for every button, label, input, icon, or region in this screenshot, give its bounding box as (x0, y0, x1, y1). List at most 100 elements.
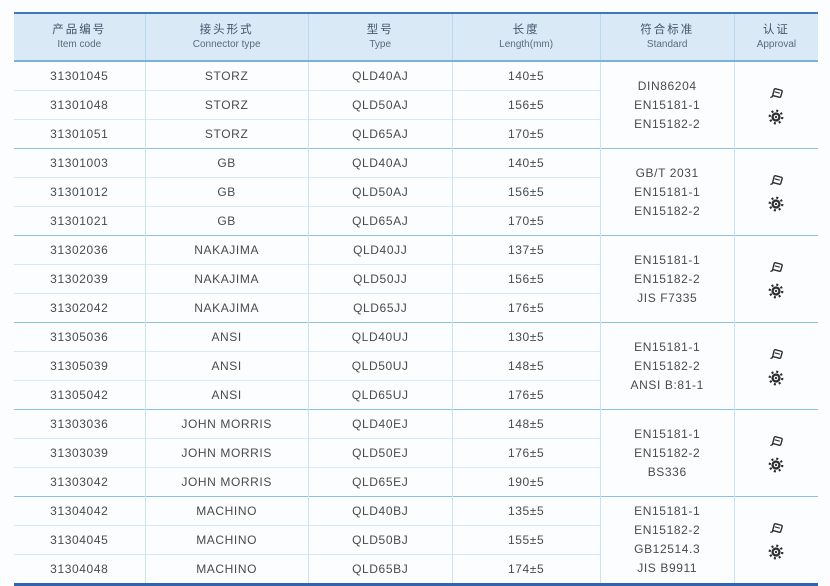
gear-badge-icon (768, 196, 784, 212)
standard-cell: EN15181-1 EN15182-2 JIS F7335 (599, 235, 735, 323)
item-code-cell: 31303042 (50, 475, 109, 489)
length-cell: 156±5 (451, 177, 601, 207)
standard-line: EN15181-1 (634, 339, 701, 354)
length-cell: 130±5 (451, 322, 601, 352)
connector-type-cell: GB (144, 206, 309, 236)
type-cell: QLD40AJ (307, 148, 453, 178)
standard-cell: EN15181-1 EN15182-2 ANSI B:81-1 (599, 322, 735, 410)
length-cell: 135±5 (451, 496, 601, 526)
approval-cell (733, 148, 818, 236)
standard-line: BS336 (647, 464, 687, 479)
standard-line: EN15181-1 (634, 184, 701, 199)
table-row: 31301021 GB QLD65AJ 170±5 (14, 206, 818, 236)
connector-type-cell: STORZ (144, 90, 309, 120)
standard-line: EN15182-2 (634, 358, 701, 373)
standard-line: ANSI B:81-1 (630, 377, 704, 392)
col-header-approval: 认证 Approval (733, 13, 818, 61)
col-header-type: 型号 Type (307, 13, 453, 61)
item-code-cell: 31304048 (50, 562, 109, 576)
length-cell: 148±5 (451, 409, 601, 439)
item-code-cell: 31301021 (50, 214, 109, 228)
table-row: 31302036 NAKAJIMA QLD40JJ 137±5 EN15181-1 EN1… (14, 235, 818, 323)
table-row: 31303036 JOHN MORRIS QLD40EJ 148±5 EN15181-1… (14, 409, 818, 497)
item-code-cell: 31302042 (50, 301, 109, 315)
standard-line: EN15182-2 (634, 271, 701, 286)
connector-type-cell: MACHINO (144, 525, 309, 555)
approval-cell (733, 235, 818, 323)
length-cell: 156±5 (451, 90, 601, 120)
item-code-cell: 31305042 (50, 388, 109, 402)
table-header: 产品编号 Item code 接头形式 Connector type 型号 Type … (14, 13, 818, 61)
table-row: 31301045 STORZ QLD40AJ 140±5 DIN86204 EN15181… (14, 61, 818, 149)
item-code-cell: 31302036 (50, 243, 109, 257)
type-cell: QLD65UJ (307, 380, 453, 410)
length-cell: 148±5 (451, 351, 601, 381)
table-row: 31301012 GB QLD50AJ 156±5 (14, 177, 818, 207)
length-cell: 137±5 (451, 235, 601, 265)
type-cell: QLD50UJ (307, 351, 453, 381)
connector-type-cell: MACHINO (144, 554, 309, 585)
item-code-cell: 31303036 (50, 417, 109, 431)
item-code-cell: 31304045 (50, 533, 109, 547)
length-cell: 190±5 (451, 467, 601, 497)
standard-cell: EN15181-1 EN15182-2 BS336 (599, 409, 735, 497)
type-cell: QLD40AJ (307, 61, 453, 91)
standard-line: JIS B9911 (637, 561, 698, 575)
table-row: 31305039 ANSI QLD50UJ 148±5 (14, 351, 818, 381)
connector-type-cell: ANSI (144, 380, 309, 410)
type-cell: QLD40UJ (307, 322, 453, 352)
col-header-connector-type: 接头形式 Connector type (144, 13, 309, 61)
standard-line: EN15182-2 (634, 523, 701, 537)
standard-line: EN15182-2 (634, 203, 701, 218)
standard-line: DIN86204 (637, 78, 697, 93)
product-table: 产品编号 Item code 接头形式 Connector type 型号 Type … (14, 12, 818, 586)
gear-badge-icon (768, 283, 784, 299)
approval-cell (733, 496, 818, 585)
connector-type-cell: NAKAJIMA (144, 235, 309, 265)
type-cell: QLD40EJ (307, 409, 453, 439)
item-code-cell: 31302039 (50, 272, 109, 286)
length-cell: 174±5 (451, 554, 601, 585)
type-cell: QLD65AJ (307, 206, 453, 236)
item-code-cell: 31301012 (50, 185, 109, 199)
item-code-cell: 31305039 (50, 359, 109, 373)
table-row: 31304045 MACHINO QLD50BJ 155±5 (14, 525, 818, 555)
connector-type-cell: NAKAJIMA (144, 293, 309, 323)
certificate-flag-icon (768, 173, 785, 187)
gear-badge-icon (768, 370, 784, 386)
connector-type-cell: JOHN MORRIS (144, 438, 309, 468)
length-cell: 176±5 (451, 380, 601, 410)
standard-line: EN15181-1 (634, 252, 701, 267)
type-cell: QLD50AJ (307, 90, 453, 120)
type-cell: QLD65EJ (307, 467, 453, 497)
table-body: 31301045 STORZ QLD40AJ 140±5 DIN86204 EN15181… (14, 61, 818, 585)
item-code-cell: 31301048 (50, 98, 109, 112)
length-cell: 170±5 (451, 206, 601, 236)
standard-line: GB12514.3 (634, 542, 701, 556)
length-cell: 140±5 (451, 61, 601, 91)
gear-badge-icon (768, 544, 784, 560)
type-cell: QLD40BJ (307, 496, 453, 526)
product-table-container: 产品编号 Item code 接头形式 Connector type 型号 Type … (14, 12, 818, 586)
standard-cell: DIN86204 EN15181-1 EN15182-2 (599, 61, 735, 149)
type-cell: QLD50BJ (307, 525, 453, 555)
length-cell: 176±5 (451, 293, 601, 323)
standard-cell: EN15181-1 EN15182-2 GB12514.3 JIS B9911 (599, 496, 735, 585)
table-row: 31302039 NAKAJIMA QLD50JJ 156±5 (14, 264, 818, 294)
approval-cell (733, 61, 818, 149)
table-row: 31301048 STORZ QLD50AJ 156±5 (14, 90, 818, 120)
standard-line: GB/T 2031 (635, 165, 699, 180)
standard-line: EN15182-2 (634, 445, 701, 460)
approval-cell (733, 322, 818, 410)
table-row: 31302042 NAKAJIMA QLD65JJ 176±5 (14, 293, 818, 323)
item-code-cell: 31301003 (50, 156, 109, 170)
type-cell: QLD50EJ (307, 438, 453, 468)
item-code-cell: 31304042 (50, 504, 109, 518)
standard-line: EN15181-1 (634, 426, 701, 441)
col-header-item-code: 产品编号 Item code (52, 24, 107, 50)
connector-type-cell: GB (144, 177, 309, 207)
connector-type-cell: STORZ (144, 119, 309, 149)
standard-line: EN15181-1 (634, 504, 701, 518)
connector-type-cell: ANSI (144, 322, 309, 352)
length-cell: 140±5 (451, 148, 601, 178)
